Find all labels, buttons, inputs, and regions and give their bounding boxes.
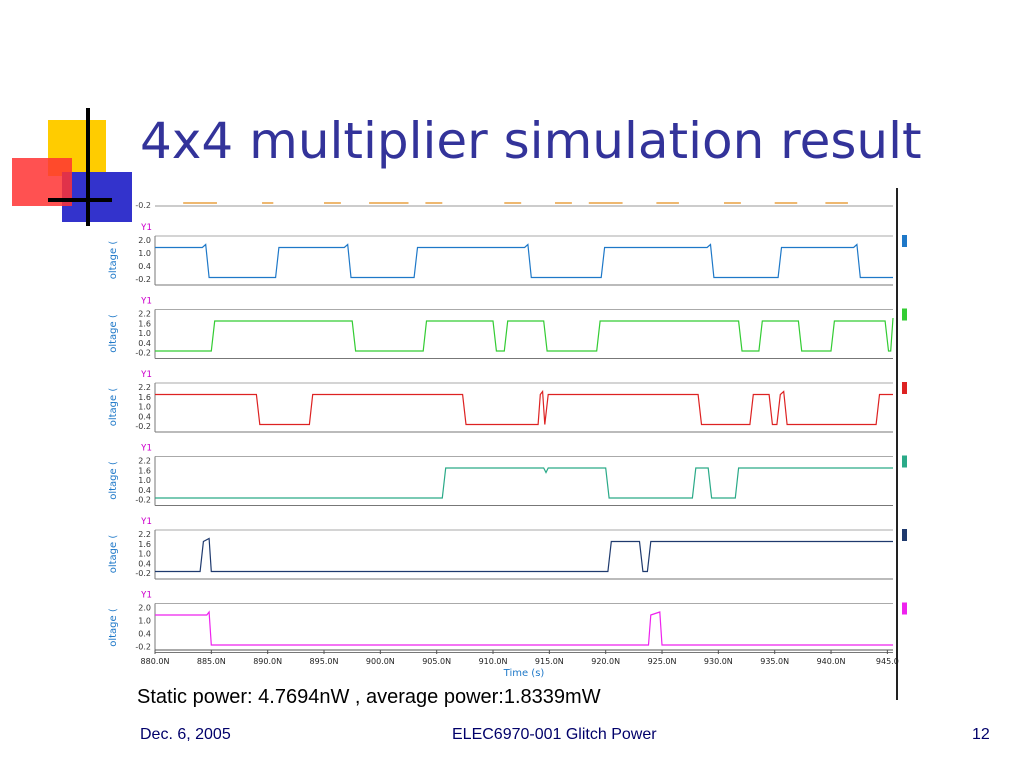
waveform-line-vy2 [155, 243, 893, 279]
x-tick-label: 880.0N [141, 657, 170, 666]
x-axis-title: Time (s) [503, 668, 545, 679]
x-tick-label: 930.0N [704, 657, 733, 666]
legend-swatch [902, 529, 907, 541]
waveform-line-vy5 [155, 467, 893, 499]
y-tick-label: 1.6 [138, 393, 151, 402]
panel-label: Y1 [141, 370, 152, 380]
y-tick-label: 0.4 [138, 412, 151, 421]
y-axis-label: oltage ( [108, 535, 119, 574]
x-tick-label: 940.0N [817, 657, 846, 666]
y-tick-label: 1.0 [138, 329, 151, 338]
y-tick-label: 1.0 [138, 476, 151, 485]
y-tick-label: 1.0 [138, 550, 151, 559]
waveform-line-vy6 [155, 537, 893, 573]
panel-label: Y1 [141, 223, 152, 233]
legend-swatch [902, 455, 907, 468]
y-tick-label: 0.4 [138, 339, 151, 348]
x-tick-label: 905.0N [422, 657, 451, 666]
panel-label: Y1 [141, 591, 152, 601]
x-tick-label: 900.0N [366, 657, 395, 666]
y-axis-label: oltage ( [108, 461, 119, 500]
y-tick-label: 2.2 [138, 310, 151, 319]
y-tick-label: 0.4 [138, 262, 151, 271]
y-tick-label: 1.6 [138, 319, 151, 328]
y-tick-label: 1.0 [138, 617, 151, 626]
x-tick-label: 935.0N [760, 657, 789, 666]
y-axis-label: oltage ( [108, 608, 119, 647]
logo-blue-square [62, 172, 132, 222]
waveform-line-vy4 [155, 389, 893, 426]
footer-date: Dec. 6, 2005 [140, 726, 231, 743]
x-tick-label: 945.0 [876, 657, 899, 666]
y-tick-label: 0.4 [138, 559, 151, 568]
legend-swatch [902, 308, 907, 321]
y-tick-label: 2.2 [138, 457, 151, 466]
panel-label: Y1 [141, 297, 152, 307]
y-tick-label: 2.2 [138, 530, 151, 539]
x-tick-label: 920.0N [591, 657, 620, 666]
power-summary: Static power: 4.7694nW , average power:1… [137, 686, 601, 708]
top-strip-tick: -0.2 [135, 201, 151, 210]
footer-page-number: 12 [972, 726, 990, 743]
y-tick-label: 1.6 [138, 540, 151, 549]
y-axis-label: oltage ( [108, 388, 119, 427]
x-tick-label: 915.0N [535, 657, 564, 666]
x-tick-label: 910.0N [479, 657, 508, 666]
y-tick-label: -0.2 [135, 422, 151, 431]
y-tick-label: 2.0 [138, 236, 151, 245]
y-tick-label: 2.0 [138, 604, 151, 613]
slide-title: 4x4 multiplier simulation result [140, 112, 922, 170]
waveform-line-vy7 [155, 610, 893, 646]
x-tick-label: 895.0N [310, 657, 339, 666]
y-tick-label: 2.2 [138, 383, 151, 392]
x-tick-label: 925.0N [648, 657, 677, 666]
y-tick-label: -0.2 [135, 349, 151, 358]
y-axis-label: oltage ( [108, 241, 119, 280]
y-tick-label: -0.2 [135, 496, 151, 505]
panel-label: Y1 [141, 444, 152, 454]
legend-swatch [902, 382, 907, 394]
y-tick-label: 0.4 [138, 486, 151, 495]
legend-swatch [902, 235, 907, 247]
slide-logo [12, 108, 132, 226]
y-tick-label: -0.2 [135, 643, 151, 652]
x-tick-label: 890.0N [253, 657, 282, 666]
y-tick-label: -0.2 [135, 275, 151, 284]
y-tick-label: 1.0 [138, 403, 151, 412]
waveform-line-vy3 [155, 317, 894, 352]
footer-course: ELEC6970-001 Glitch Power [452, 726, 657, 743]
panel-label: Y1 [141, 517, 152, 527]
y-tick-label: -0.2 [135, 569, 151, 578]
y-tick-label: 1.0 [138, 249, 151, 258]
y-tick-label: 1.6 [138, 466, 151, 475]
y-tick-label: 0.4 [138, 630, 151, 639]
x-tick-label: 885.0N [197, 657, 226, 666]
y-axis-label: oltage ( [108, 314, 119, 353]
legend-swatch [902, 602, 907, 615]
